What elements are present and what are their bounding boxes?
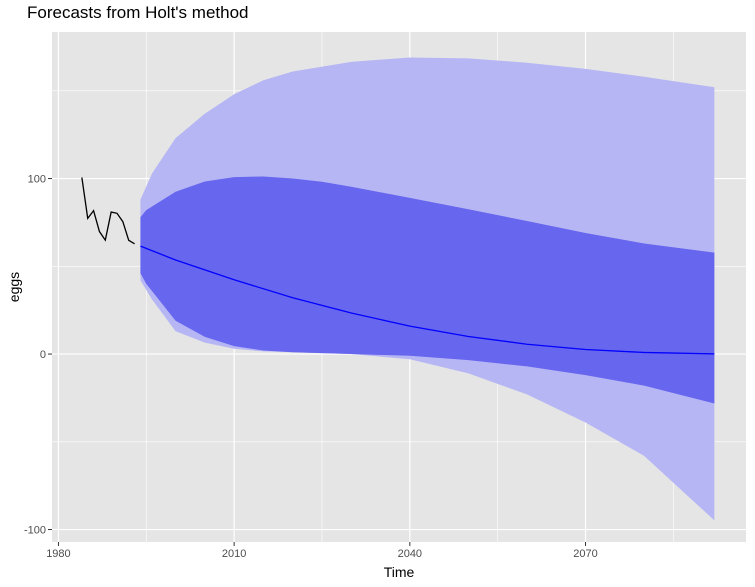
x-tick-label: 2010 (222, 548, 246, 560)
x-tick-label: 1980 (46, 548, 70, 560)
y-tick-label: 100 (28, 174, 46, 186)
series-lines (81, 177, 715, 355)
prediction-interval-80 (140, 176, 715, 404)
x-tick-label: 2070 (573, 548, 597, 560)
forecast-line (140, 245, 715, 355)
x-axis: 1980 2010 2040 2070 (46, 542, 598, 560)
y-axis: -100 0 100 (24, 174, 52, 537)
chart-title: Forecasts from Holt's method (27, 3, 249, 22)
prediction-bands (140, 57, 715, 521)
history-line (81, 177, 135, 245)
x-axis-title: Time (384, 564, 415, 580)
x-tick-label: 2040 (398, 548, 422, 560)
y-axis-title: eggs (6, 272, 22, 302)
y-tick-label: -100 (24, 525, 46, 537)
y-tick-label: 0 (40, 349, 46, 361)
